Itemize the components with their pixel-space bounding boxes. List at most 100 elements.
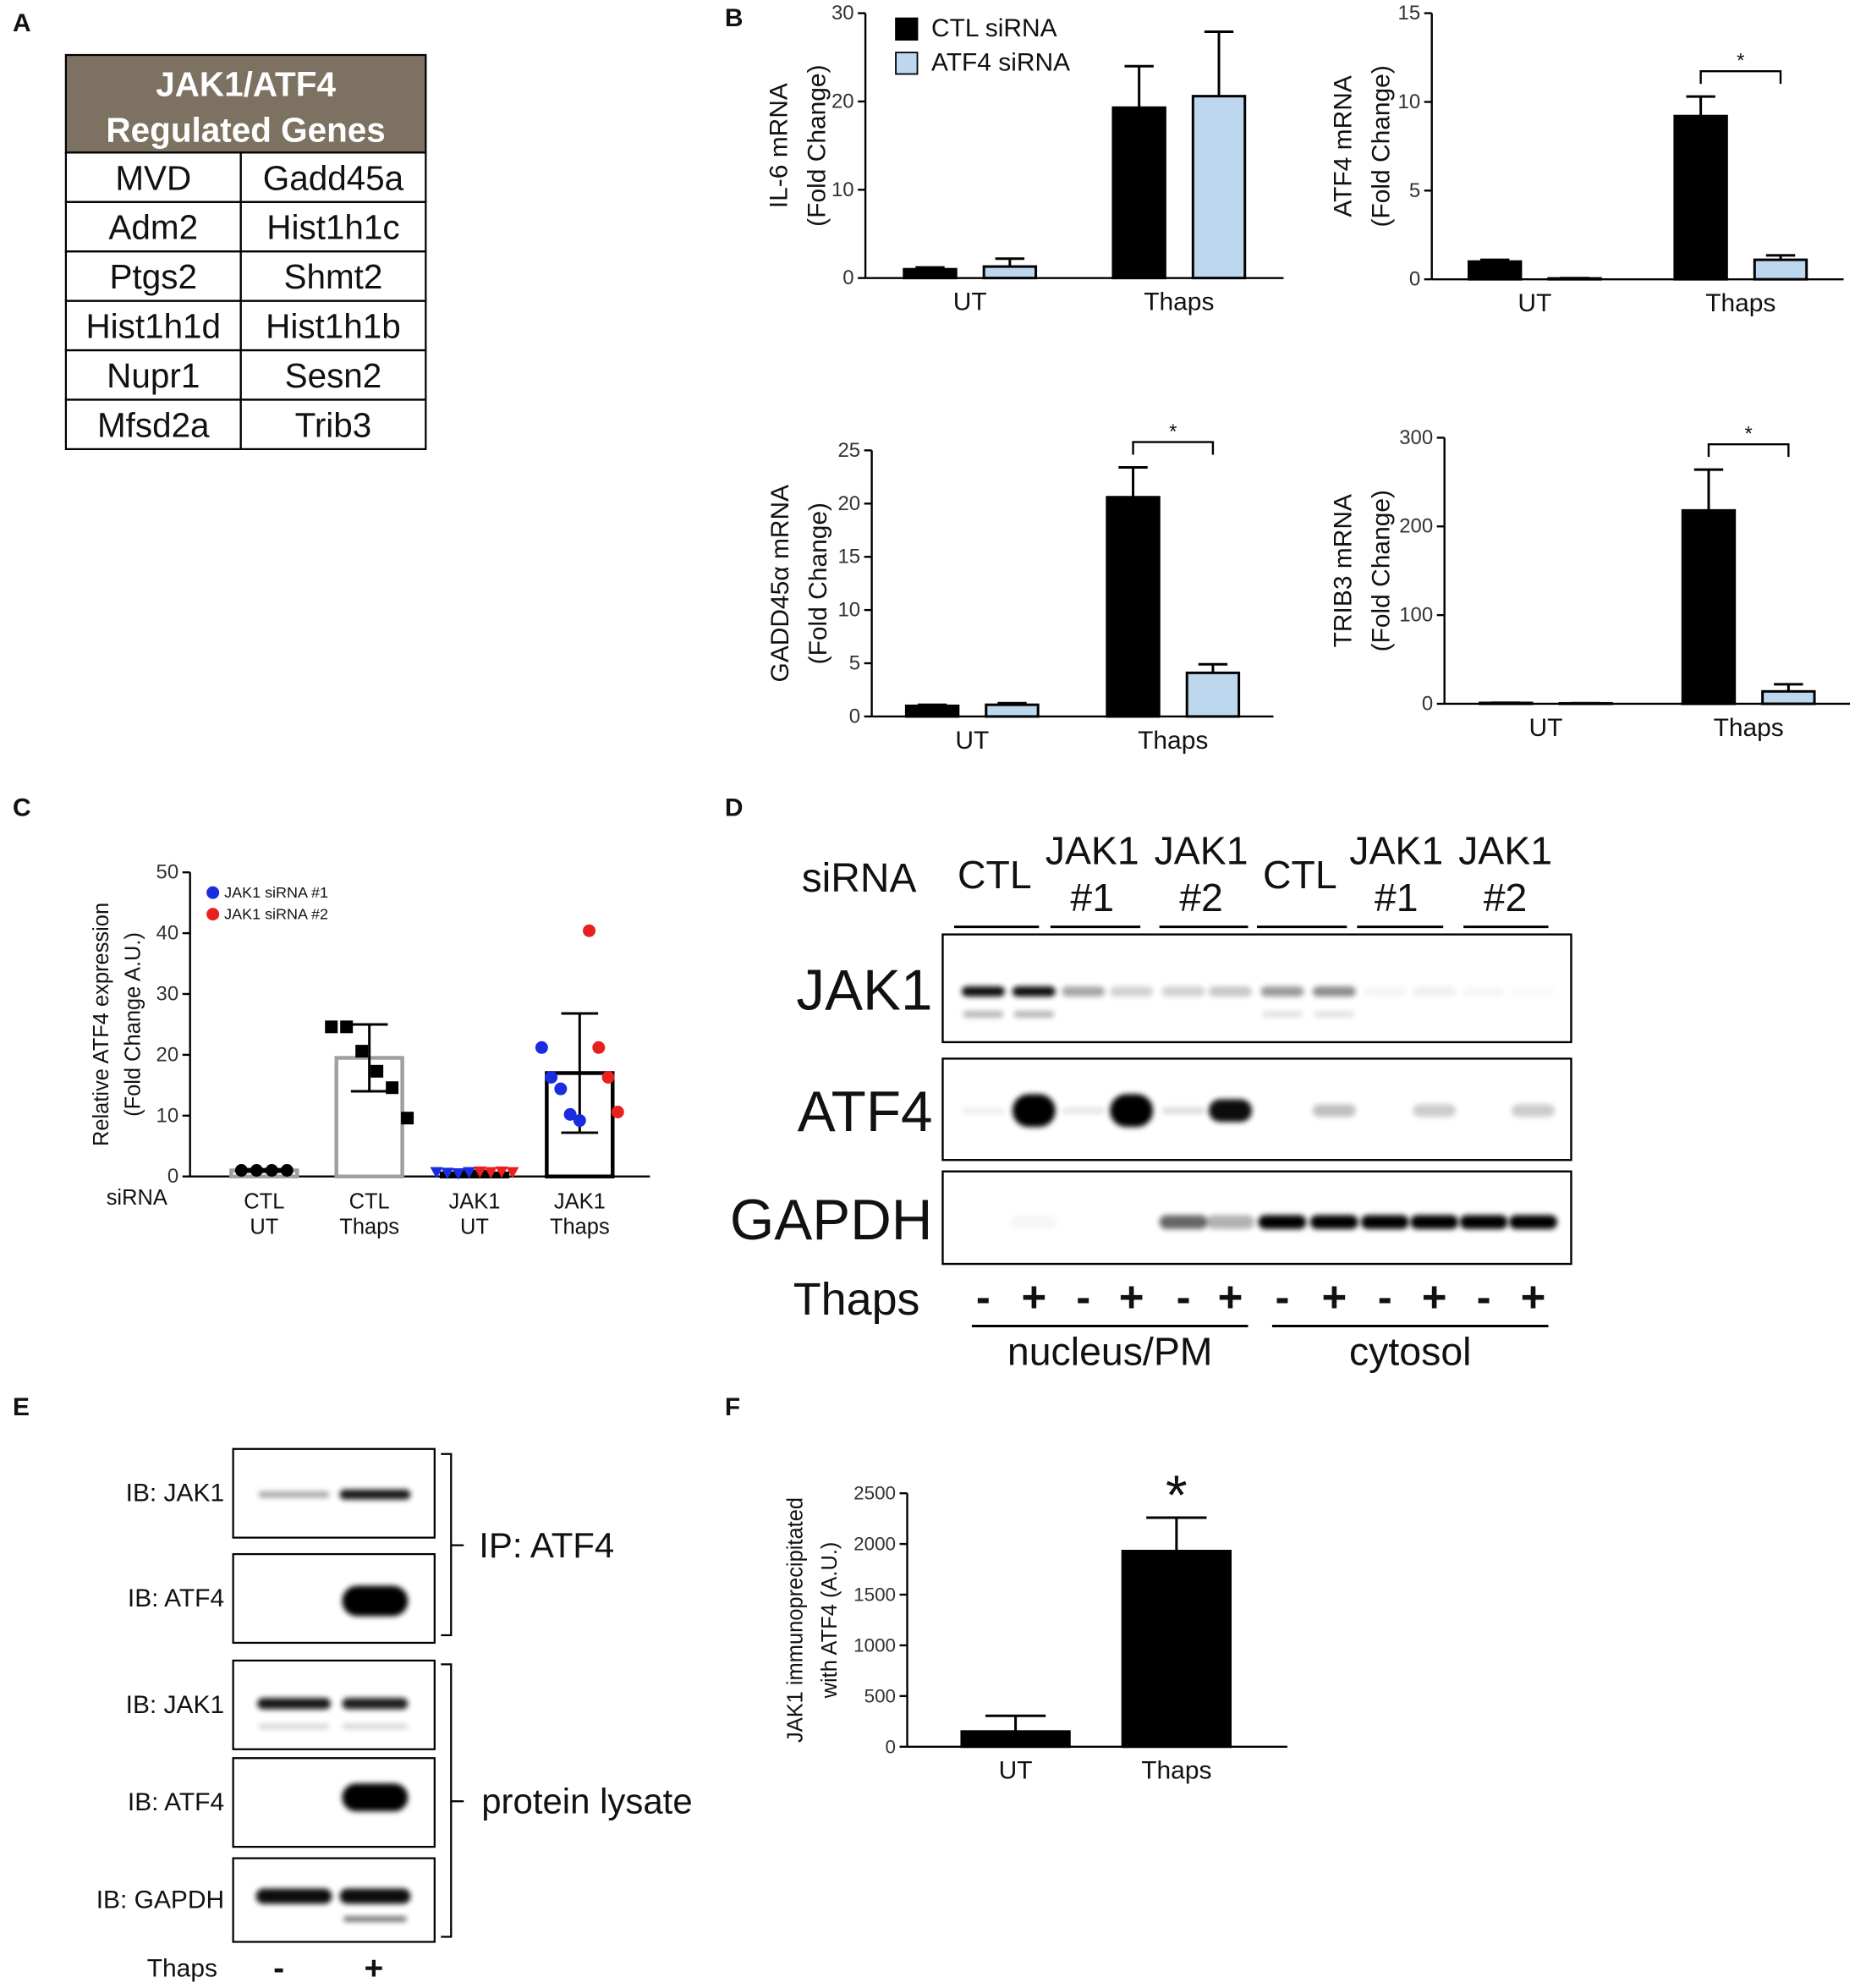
error-bar [1124,64,1154,108]
significance-bracket [1707,442,1790,458]
blot-band [963,1011,1004,1018]
x-tick-label: UT [955,727,989,755]
x-tick-label: Thaps [1705,289,1775,317]
blot-band [1013,1011,1055,1018]
point [592,1041,606,1054]
blot-band [257,1698,331,1710]
blot-band [1161,986,1205,997]
bar [960,1730,1071,1749]
y-axis-label: JAK1 immunoprecipitated [784,1497,808,1743]
error-bar [1118,466,1148,497]
lane-group-label: JAK1 [1045,829,1139,873]
blot-band [1209,986,1252,997]
table-cell-text: Shmt2 [284,257,383,296]
table-cell-text: Hist1h1b [266,307,401,346]
error-bar [1693,468,1724,511]
table-cell-text: Mfsd2a [97,405,210,444]
panel-label: D [725,794,744,821]
blot-band [1062,986,1106,997]
table-cell-text: Sesn2 [285,356,382,395]
y-tick-label: 5 [849,652,860,675]
point [386,1081,399,1095]
blot-band [1309,1215,1358,1229]
treatment-sign: + [1321,1273,1347,1321]
x-axis-label: siRNA [107,1186,167,1210]
y-tick-label: 1500 [853,1584,896,1606]
blot-band [1312,1104,1356,1118]
error-bar [561,1012,599,1134]
blot-band [1314,1011,1355,1018]
y-tick-label: 25 [837,439,860,462]
y-tick-label: 1000 [853,1634,896,1656]
treatment-sign: - [1275,1273,1289,1321]
blot-band [1012,1094,1056,1128]
table-title: JAK1/ATF4 [156,64,336,103]
blot-band [1261,1011,1303,1018]
blot-band [342,1698,409,1710]
point [506,1167,519,1179]
y-axis-label: TRIB3 mRNA [1329,494,1357,647]
error-bar [1765,254,1796,261]
point [250,1164,263,1178]
point [430,1167,443,1179]
error-bar [1198,662,1228,673]
point [473,1166,486,1178]
legend-label: ATF4 siRNA [931,49,1070,77]
y-tick-label: 0 [1409,268,1420,291]
x-tick-label: Thaps [1138,727,1208,755]
blot-band [1360,1215,1409,1229]
y-tick-label: 2500 [853,1483,896,1504]
blot-band [255,1888,332,1904]
lane-group-label: #2 [1484,876,1528,920]
legend-swatch [206,908,220,921]
significance-label: * [1737,50,1744,73]
legend-label: CTL siRNA [931,14,1057,42]
y-axis-label: with ATF4 (A.U.) [818,1542,842,1700]
bar [982,265,1038,280]
bar [1761,689,1816,706]
treatment-label: Thaps [793,1274,920,1325]
y-tick-label: 0 [886,1736,896,1757]
point [452,1168,465,1180]
y-tick-label: 10 [1398,91,1421,113]
point [601,1071,615,1084]
point [325,1020,338,1034]
blot-band [961,1107,1005,1115]
point [611,1105,624,1118]
x-tick-label: UT [1517,289,1551,317]
treatment-sign: - [1177,1273,1191,1321]
bar [1106,496,1161,718]
panel-label: B [725,4,744,32]
table-cell [239,398,427,451]
x-tick-label: JAK1 [449,1190,501,1214]
blot-band [1258,1215,1307,1229]
legend-label: JAK1 siRNA #1 [224,884,328,901]
lane-group-label: CTL [1263,853,1337,897]
x-tick-label: Thaps [550,1216,610,1239]
blot-label: IB: ATF4 [128,1584,224,1612]
y-axis-label: GADD45α mRNA [766,485,794,683]
y-tick-label: 20 [837,492,860,515]
group-bracket [441,1453,464,1637]
treatment-sign: + [1021,1273,1046,1321]
significance-label: * [1166,1464,1188,1526]
blot-label: IB: JAK1 [126,1480,224,1507]
blot-band [1110,1094,1154,1128]
point [484,1167,497,1179]
blot-band [1459,1215,1508,1229]
lane-group-label: #1 [1070,876,1114,920]
table-cell-text: Adm2 [108,208,198,247]
panel-label: E [13,1393,30,1421]
lane-group-label: JAK1 [1458,829,1552,873]
x-tick-label: UT [999,1757,1033,1785]
y-tick-label: 300 [1399,426,1433,449]
point [573,1114,586,1128]
x-tick-label: Thaps [339,1216,399,1239]
point [563,1107,577,1121]
blot-band [1012,986,1056,997]
blot-band [961,986,1005,997]
point [370,1064,384,1078]
y-tick-label: 20 [156,1043,179,1066]
blot-band [1260,986,1304,997]
